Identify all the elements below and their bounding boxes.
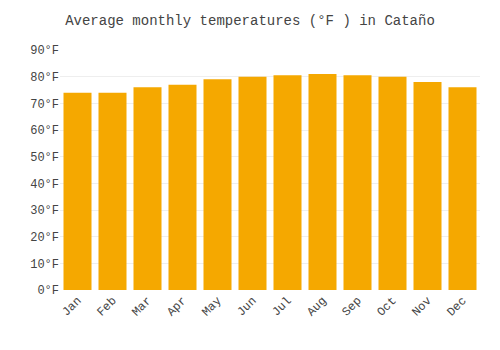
svg-text:Nov: Nov [409, 294, 434, 319]
svg-text:60°F: 60°F [30, 124, 59, 138]
svg-text:30°F: 30°F [30, 204, 59, 218]
svg-text:40°F: 40°F [30, 178, 59, 192]
svg-text:Dec: Dec [444, 294, 469, 319]
svg-text:80°F: 80°F [30, 71, 59, 85]
svg-text:Apr: Apr [164, 294, 189, 319]
svg-text:90°F: 90°F [30, 44, 59, 58]
svg-text:20°F: 20°F [30, 231, 59, 245]
svg-text:Mar: Mar [129, 294, 154, 319]
svg-text:Jan: Jan [59, 294, 84, 319]
svg-text:10°F: 10°F [30, 258, 59, 272]
svg-text:50°F: 50°F [30, 151, 59, 165]
svg-text:Jul: Jul [269, 294, 294, 319]
svg-text:Aug: Aug [304, 294, 329, 319]
svg-text:0°F: 0°F [37, 284, 59, 298]
svg-text:70°F: 70°F [30, 98, 59, 112]
svg-text:Sep: Sep [339, 294, 364, 319]
svg-text:Jun: Jun [234, 294, 259, 319]
svg-text:May: May [199, 294, 224, 319]
svg-text:Oct: Oct [374, 294, 399, 319]
svg-text:Average monthly temperatures (: Average monthly temperatures (°F ) in Ca… [65, 13, 435, 29]
svg-text:Feb: Feb [94, 294, 119, 319]
